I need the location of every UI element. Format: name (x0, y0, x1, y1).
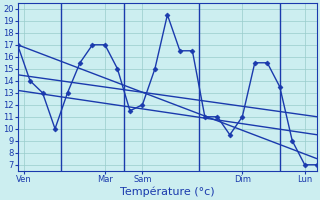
X-axis label: Température (°c): Température (°c) (120, 187, 215, 197)
